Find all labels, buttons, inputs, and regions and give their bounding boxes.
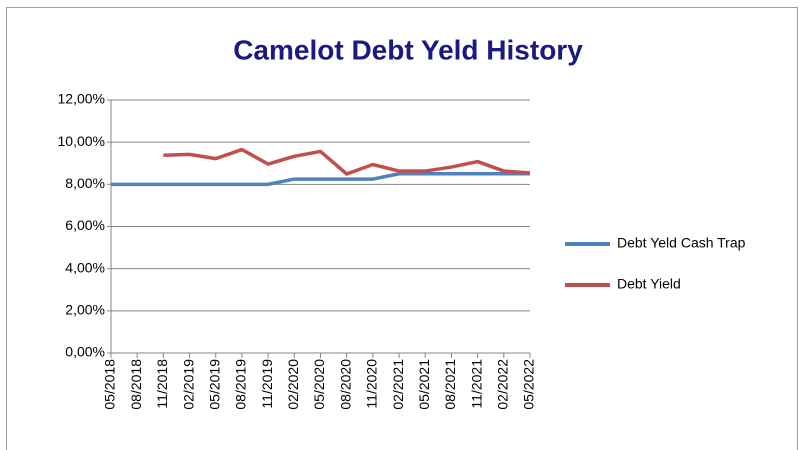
x-tick-label: 08/2021 (442, 359, 458, 410)
x-tick-label: 11/2020 (364, 359, 380, 409)
y-tick-label: 0,00% (65, 344, 105, 360)
x-tick-label: 11/2019 (259, 359, 275, 409)
x-tick-label: 11/2021 (468, 359, 484, 409)
x-tick-label: 05/2019 (206, 359, 222, 410)
x-tick-label: 02/2019 (180, 359, 196, 410)
x-tick-label: 05/2018 (102, 359, 118, 410)
y-tick-label: 12,00% (58, 91, 105, 107)
y-tick-label: 8,00% (65, 175, 105, 191)
x-tick-label: 02/2020 (285, 359, 301, 410)
y-tick-label: 10,00% (58, 133, 105, 149)
x-tick-label: 02/2021 (390, 359, 406, 410)
legend-label: Debt Yeld Cash Trap (617, 235, 746, 251)
x-tick-label: 08/2018 (128, 359, 144, 410)
chart-border (6, 7, 798, 450)
x-tick-label: 08/2019 (233, 359, 249, 410)
y-tick-label: 6,00% (65, 217, 105, 233)
x-tick-label: 08/2020 (337, 359, 353, 410)
y-tick-label: 4,00% (65, 259, 105, 275)
y-tick-label: 2,00% (65, 302, 105, 318)
x-tick-label: 05/2020 (311, 359, 327, 410)
legend-label: Debt Yield (617, 276, 681, 292)
x-tick-label: 11/2018 (154, 359, 170, 409)
series-line (163, 147, 531, 176)
chart-title: Camelot Debt Yeld History (233, 34, 583, 65)
series-line (111, 172, 530, 187)
x-tick-label: 05/2022 (521, 359, 537, 410)
x-tick-label: 05/2021 (416, 359, 432, 410)
x-tick-label: 02/2022 (495, 359, 511, 410)
